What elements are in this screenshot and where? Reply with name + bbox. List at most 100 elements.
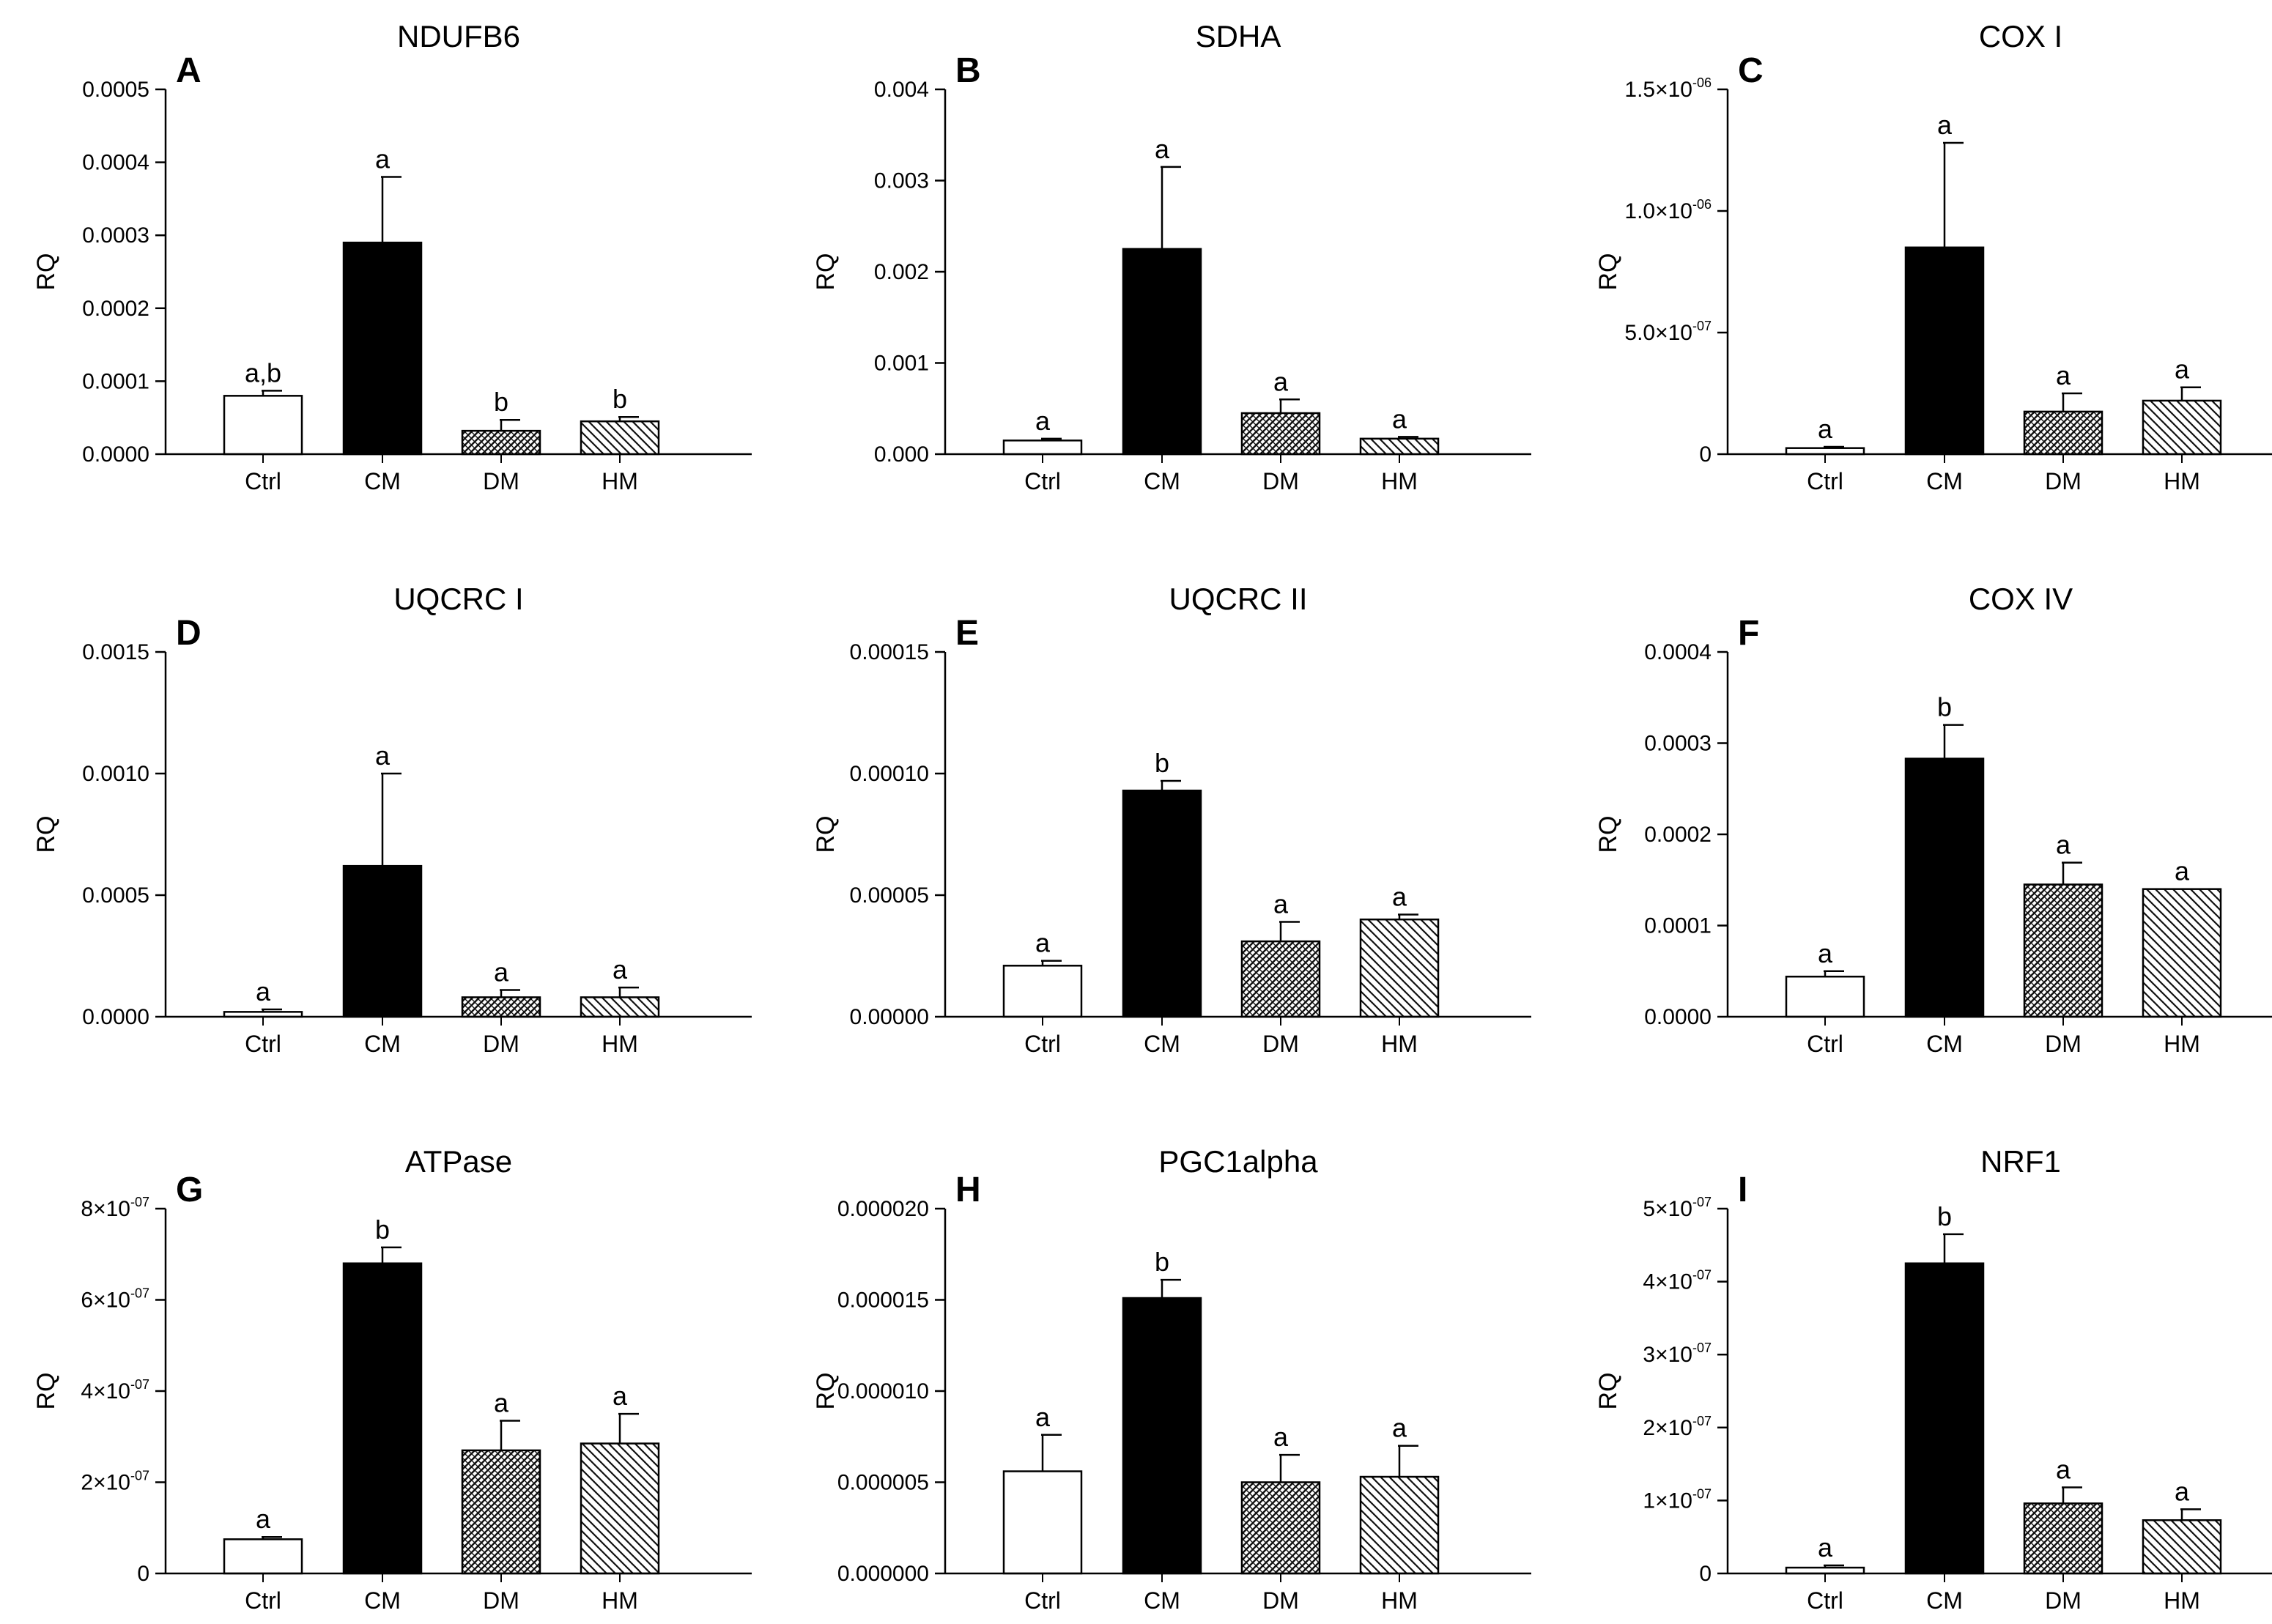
y-tick-label: 0 [1699,1562,1712,1586]
bar-ctrl [1002,1470,1083,1575]
bar-cm [342,1262,423,1575]
x-tick-label: CM [364,468,401,494]
y-tick-label: 0.0002 [1644,823,1712,847]
bar-dm [2023,1502,2103,1575]
bar-hm [2142,1519,2222,1575]
bar-dm [1240,412,1321,456]
bar-hm [580,1442,660,1575]
significance-label: a [375,144,391,174]
significance-label: a [1273,1422,1289,1452]
chart-title: UQCRC II [1169,582,1308,616]
significance-label: a [2056,360,2071,390]
y-tick-label: 0.004 [874,78,929,102]
x-tick-label: Ctrl [245,1587,281,1614]
x-tick-label: CM [1926,1031,1963,1057]
y-tick-label: 0 [137,1562,149,1586]
y-axis-label: RQ [812,253,840,291]
significance-label: a [2175,355,2190,385]
x-tick-label: Ctrl [245,468,281,494]
significance-label: a [2056,830,2071,860]
bar-cm [342,241,423,456]
chart-title: ATPase [405,1144,512,1179]
y-axis-label: RQ [32,1373,60,1410]
y-tick-label: 6×10-07 [81,1286,149,1313]
bar-ctrl [223,395,303,456]
y-tick-label: 0.0005 [82,78,149,102]
bar-cm [1122,248,1202,456]
bar-cm [1904,757,1985,1018]
y-tick-label: 0.0000 [82,442,149,467]
x-tick-label: DM [483,1031,519,1057]
significance-label: b [375,1215,390,1245]
x-tick-label: HM [2164,468,2200,494]
significance-label: b [1155,1247,1169,1277]
y-tick-label: 4×10-07 [1643,1268,1712,1294]
y-axis-label: RQ [1594,816,1622,853]
y-tick-label: 0.0000 [1644,1005,1712,1029]
bar-dm [2023,410,2103,456]
bar-dm [461,1449,541,1575]
significance-label: a [2175,1476,2190,1506]
panel-letter: F [1738,614,1759,653]
y-tick-label: 1.0×10-06 [1624,197,1712,223]
chart-panel-d: UQCRC I D RQ a Ctrl a CM a DM a HM 0.0000 0.0005 0.00… [32,582,752,1057]
bar-cm [1904,1262,1985,1575]
panel-letter: D [176,614,201,653]
y-tick-label: 0.0001 [82,369,149,393]
chart-title: PGC1alpha [1158,1144,1318,1179]
x-tick-label: Ctrl [1024,1587,1061,1614]
y-tick-label: 8×10-07 [81,1195,149,1221]
significance-label: a [494,1387,509,1417]
y-axis-label: RQ [32,253,60,291]
bar-hm [1359,918,1440,1018]
y-tick-label: 0.002 [874,260,929,284]
y-tick-label: 0.0000 [82,1005,149,1029]
significance-label: a [375,741,391,771]
significance-label: b [1937,692,1952,722]
significance-label: a [613,1381,628,1411]
y-tick-label: 0.0002 [82,297,149,321]
chart-title: COX IV [1969,582,2073,616]
y-axis-label: RQ [1594,1373,1622,1410]
x-tick-label: CM [1144,1031,1180,1057]
bar-cm [1122,789,1202,1018]
significance-label: a [494,957,509,987]
bar-dm [461,429,541,456]
y-tick-label: 0.0001 [1644,914,1712,938]
x-tick-label: DM [1262,1587,1299,1614]
y-tick-label: 0.00015 [850,640,929,664]
significance-label: b [613,384,627,414]
significance-label: a [1273,366,1289,396]
x-tick-label: DM [1262,1031,1299,1057]
y-tick-label: 0.0003 [1644,732,1712,756]
panel-letter: H [955,1171,981,1209]
y-tick-label: 5.0×10-07 [1624,319,1712,345]
bar-cm [342,864,423,1018]
y-tick-label: 5×10-07 [1643,1195,1712,1221]
x-tick-label: Ctrl [1807,1031,1843,1057]
y-tick-label: 0.00000 [850,1005,929,1029]
chart-panel-b: SDHA B RQ a Ctrl a CM a DM a HM 0.000 0.001 0.002 0.00… [812,19,1531,494]
x-tick-label: CM [1926,468,1963,494]
y-tick-label: 0.000020 [837,1197,929,1221]
bar-dm [1240,940,1321,1018]
y-tick-label: 0.0003 [82,223,149,248]
x-tick-label: DM [2045,1587,2082,1614]
y-tick-label: 2×10-07 [1643,1414,1712,1440]
y-tick-label: 0 [1699,442,1712,467]
significance-label: a [1035,406,1051,436]
bar-ctrl [223,1538,303,1575]
x-tick-label: DM [483,468,519,494]
y-tick-label: 0.0015 [82,640,149,664]
y-tick-label: 0.000 [874,442,929,467]
x-tick-label: Ctrl [1807,468,1843,494]
chart-title: NDUFB6 [397,19,520,53]
chart-panel-f: COX IV F RQ a Ctrl b CM a DM a HM 0.0000 0.0001 0.000… [1594,582,2272,1057]
chart-panel-i: NRF1 I RQ a Ctrl b CM a DM a HM 0 1×10-07 2×10-07 3×10… [1594,1144,2272,1614]
panel-letter: A [176,51,201,90]
y-tick-label: 0.0004 [82,151,149,175]
x-tick-label: DM [2045,468,2082,494]
x-tick-label: CM [1926,1587,1963,1614]
x-tick-label: CM [1144,1587,1180,1614]
y-axis-label: RQ [1594,253,1622,291]
